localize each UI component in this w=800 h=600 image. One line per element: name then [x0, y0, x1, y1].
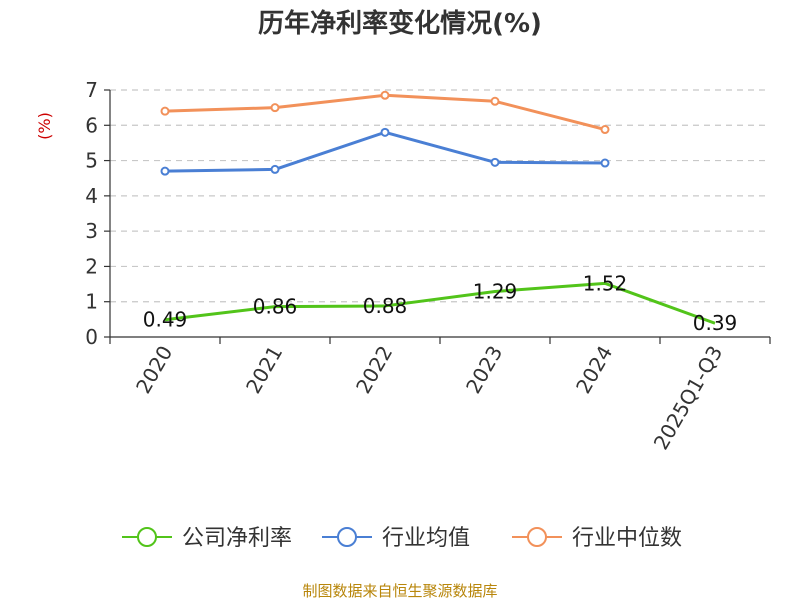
x-tick-label: 2022 [351, 342, 397, 398]
data-label: 0.39 [693, 311, 738, 335]
data-point[interactable] [160, 166, 170, 176]
x-tick-label: 2021 [241, 342, 287, 398]
y-axis-label: (%) [35, 112, 54, 140]
data-point[interactable] [490, 96, 500, 106]
data-point[interactable] [380, 127, 390, 137]
data-point[interactable] [270, 164, 280, 174]
legend-label: 行业均值 [382, 526, 470, 551]
x-tick-label: 2020 [131, 342, 177, 398]
data-label: 0.86 [253, 295, 298, 319]
legend-label: 行业中位数 [572, 526, 682, 551]
legend-item-2[interactable]: 行业中位数 [512, 526, 682, 551]
x-tick-label: 2023 [461, 342, 507, 398]
data-labels: 0.49 0.86 0.88 1.29 1.52 0.39 [143, 271, 738, 335]
y-tick-label: 7 [85, 78, 98, 102]
series-line [164, 281, 716, 325]
y-tick-label: 2 [85, 254, 98, 278]
y-tick-label: 1 [85, 290, 98, 314]
y-tick-label: 5 [85, 149, 98, 173]
legend-marker [337, 527, 357, 547]
data-point[interactable] [380, 90, 390, 100]
series-line [164, 130, 606, 173]
y-tick-label: 3 [85, 219, 98, 243]
data-point[interactable] [490, 157, 500, 167]
series-line [164, 93, 606, 131]
data-label: 1.29 [473, 279, 518, 303]
data-point[interactable] [600, 125, 610, 135]
y-tick-label: 0 [85, 325, 98, 349]
x-tick-label: 2025Q1-Q3 [649, 342, 728, 454]
series-2 [160, 90, 610, 135]
y-tick-label: 6 [85, 113, 98, 137]
legend-item-0[interactable]: 公司净利率 [122, 526, 292, 551]
data-point[interactable] [270, 103, 280, 113]
series-1 [160, 127, 610, 176]
data-label: 0.49 [143, 308, 188, 332]
series-layer [160, 90, 716, 325]
legend-label: 公司净利率 [182, 526, 292, 551]
legend-marker [137, 527, 157, 547]
source-note: 制图数据来自恒生聚源数据库 [302, 582, 497, 600]
legend[interactable]: 公司净利率 行业均值 行业中位数 [122, 526, 682, 551]
gridlines [110, 89, 770, 303]
data-point[interactable] [160, 106, 170, 116]
legend-item-1[interactable]: 行业均值 [322, 526, 470, 551]
series-0 [164, 281, 716, 325]
x-tick-label: 2024 [571, 342, 617, 398]
data-label: 1.52 [583, 271, 628, 295]
chart-title: 历年净利率变化情况(%) [258, 8, 542, 39]
data-label: 0.88 [363, 294, 408, 318]
legend-marker [527, 527, 547, 547]
y-tick-label: 4 [85, 184, 98, 208]
data-point[interactable] [600, 158, 610, 168]
